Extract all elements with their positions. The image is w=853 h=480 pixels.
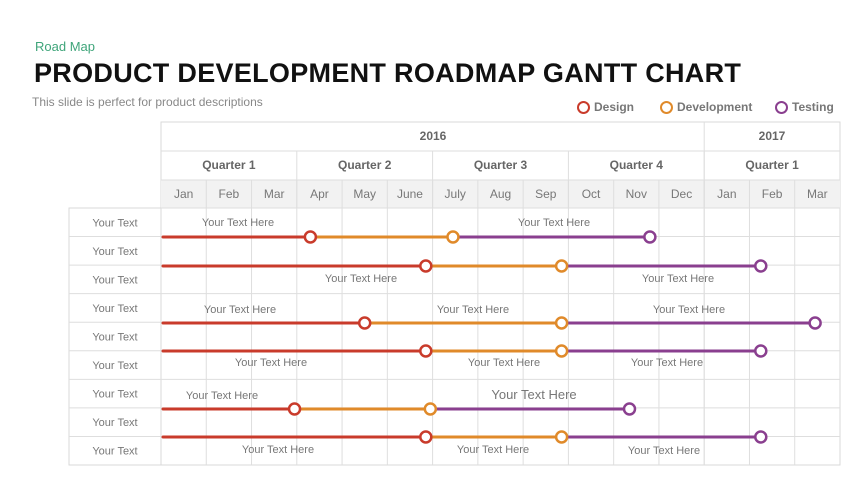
bar-label: Your Text Here: [204, 304, 276, 316]
month-label: Sep: [535, 187, 557, 201]
row-label: Your Text: [92, 303, 137, 315]
design-marker-icon: [577, 100, 590, 114]
month-label: Mar: [264, 187, 285, 201]
design-milestone: [287, 402, 302, 416]
design-milestone: [419, 430, 433, 444]
design-milestone: [419, 344, 433, 358]
row-label: Your Text: [92, 446, 137, 458]
quarter-label: Quarter 4: [610, 158, 664, 172]
row-label: Your Text: [92, 360, 137, 372]
bar-label: Your Text Here: [518, 217, 590, 229]
row-label-column: [68, 207, 162, 466]
month-band: [161, 180, 840, 208]
legend-development-label: Development: [677, 100, 753, 114]
testing-milestone: [754, 344, 768, 358]
testing-marker-icon: [775, 100, 788, 114]
month-label: Feb: [762, 187, 783, 201]
timeline-header: 2016 2017: [420, 129, 786, 143]
testing-milestone: [808, 316, 822, 330]
legend-development: Development: [660, 99, 752, 115]
quarter-label: Quarter 1: [745, 158, 799, 172]
bar-label: Your Text Here: [653, 304, 725, 316]
month-label: May: [353, 187, 376, 201]
design-milestone: [357, 316, 372, 330]
development-milestone: [446, 230, 460, 244]
bar-label: Your Text Here: [642, 273, 714, 285]
month-label: Dec: [671, 187, 692, 201]
month-label: July: [445, 187, 466, 201]
month-label: Oct: [582, 187, 601, 201]
month-label: Nov: [626, 187, 647, 201]
month-label: Jan: [174, 187, 193, 201]
testing-milestone: [643, 230, 657, 244]
development-milestone: [554, 430, 569, 444]
bar-label-large: Your Text Here: [491, 387, 576, 402]
bar-label: Your Text Here: [242, 444, 314, 456]
row-label: Your Text: [92, 274, 137, 286]
month-label: June: [397, 187, 423, 201]
grid-lines: [69, 122, 840, 465]
month-label: Apr: [310, 187, 329, 201]
bar-label: Your Text Here: [325, 273, 397, 285]
testing-milestone: [754, 259, 768, 273]
bar-label: Your Text Here: [468, 357, 540, 369]
year-label-2016: 2016: [420, 129, 447, 143]
design-milestone: [303, 230, 318, 244]
bar-label: Your Text Here: [437, 304, 509, 316]
page-subtitle: This slide is perfect for product descri…: [32, 95, 263, 109]
bar-label: Your Text Here: [457, 444, 529, 456]
legend-testing: Testing: [775, 99, 834, 115]
year-label-2017: 2017: [759, 129, 786, 143]
month-label: Feb: [219, 187, 240, 201]
testing-milestone: [622, 402, 637, 416]
design-milestone: [419, 259, 433, 273]
month-label: Mar: [807, 187, 828, 201]
kicker-text: Road Map: [35, 39, 95, 54]
row-label: Your Text: [92, 217, 137, 229]
development-milestone: [554, 344, 569, 358]
bar-label: Your Text Here: [235, 357, 307, 369]
page-title: PRODUCT DEVELOPMENT ROADMAP GANTT CHART: [34, 58, 742, 88]
legend-design: Design: [577, 99, 634, 115]
gantt-bars: [161, 230, 822, 444]
development-milestone: [554, 259, 569, 273]
development-milestone: [554, 316, 569, 330]
legend-design-label: Design: [594, 100, 635, 114]
row-label: Your Text: [92, 389, 137, 401]
bar-label: Your Text Here: [186, 390, 258, 402]
quarter-label: Quarter 3: [474, 158, 528, 172]
development-marker-icon: [660, 100, 673, 114]
quarter-label: Quarter 2: [338, 158, 392, 172]
bar-labels: Your Text Here Your Text Here Your Text …: [186, 217, 725, 457]
row-label: Your Text: [92, 246, 137, 258]
quarter-label: Quarter 1: [202, 158, 256, 172]
bar-label: Your Text Here: [202, 217, 274, 229]
month-label: Jan: [717, 187, 736, 201]
quarter-labels: Quarter 1 Quarter 2 Quarter 3 Quarter 4 Quar…: [202, 158, 799, 172]
month-label: Aug: [490, 187, 511, 201]
month-labels: Jan Feb Mar Apr May June July Aug Sep Oct Nov Dec Ja…: [174, 187, 828, 201]
development-milestone: [423, 402, 438, 416]
testing-milestone: [754, 430, 768, 444]
row-label: Your Text: [92, 332, 137, 344]
row-label: Your Text: [92, 417, 137, 429]
bar-label: Your Text Here: [628, 445, 700, 457]
row-labels: Your Text Your Text Your Text Your Text Your…: [92, 217, 137, 457]
legend-testing-label: Testing: [792, 100, 834, 114]
bar-label: Your Text Here: [631, 357, 703, 369]
